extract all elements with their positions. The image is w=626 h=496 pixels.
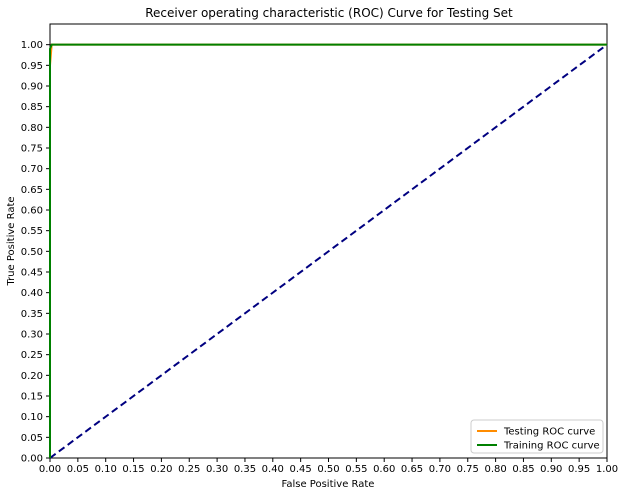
x-tick-label: 0.85: [512, 464, 534, 475]
y-tick-label: 0.15: [21, 392, 43, 403]
y-tick-label: 0.95: [21, 61, 43, 72]
x-tick-label: 0.40: [262, 464, 284, 475]
y-tick-label: 0.25: [21, 350, 43, 361]
y-tick-label: 0.50: [21, 247, 43, 258]
y-tick-label: 0.20: [21, 371, 43, 382]
training-roc-curve-line: [49, 43, 607, 458]
x-tick-label: 0.50: [317, 464, 339, 475]
plot-area: [49, 23, 608, 459]
x-tick-label: 0.45: [290, 464, 312, 475]
y-tick-label: 0.65: [21, 185, 43, 196]
x-axis-label: False Positive Rate: [282, 479, 375, 490]
legend-entry: Testing ROC curve: [503, 427, 595, 438]
y-tick-label: 0.05: [21, 433, 43, 444]
chart-title: Receiver operating characteristic (ROC) …: [145, 6, 513, 20]
y-tick-label: 0.45: [21, 268, 43, 279]
x-tick-label: 0.05: [67, 464, 89, 475]
x-tick-label: 0.35: [234, 464, 256, 475]
legend: Testing ROC curve Training ROC curve: [470, 419, 604, 454]
chance-diagonal-line: [49, 43, 608, 459]
x-tick-label: 0.15: [122, 464, 144, 475]
x-tick-label: 0.55: [345, 464, 367, 475]
x-tick-label: 0.90: [540, 464, 562, 475]
y-tick-label: 0.55: [21, 226, 43, 237]
x-tick-label: 0.75: [457, 464, 479, 475]
y-tick-label: 0.40: [21, 288, 43, 299]
x-tick-label: 0.60: [373, 464, 395, 475]
y-tick-label: 0.90: [21, 82, 43, 93]
x-tick-label: 0.70: [429, 464, 451, 475]
x-tick-label: 0.10: [95, 464, 117, 475]
x-tick-label: 1.00: [596, 464, 618, 475]
y-tick-label: 1.00: [21, 40, 43, 51]
y-axis: 0.00 0.05 0.10 0.15 0.20 0.25 0.30 0.35 0.40 0.45…: [21, 40, 50, 465]
x-tick-label: 0.30: [206, 464, 228, 475]
x-tick-label: 0.65: [401, 464, 423, 475]
plot-frame: [49, 23, 608, 459]
legend-box: [470, 419, 604, 454]
x-tick-label: 0.20: [150, 464, 172, 475]
x-tick-label: 0.00: [39, 464, 61, 475]
y-tick-label: 0.60: [21, 206, 43, 217]
legend-entry: Training ROC curve: [503, 441, 600, 452]
series-layer: [49, 43, 608, 459]
y-tick-label: 0.10: [21, 412, 43, 423]
x-tick-label: 0.95: [568, 464, 590, 475]
y-axis-label: True Positive Rate: [6, 196, 17, 286]
y-tick-label: 0.75: [21, 144, 43, 155]
y-tick-label: 0.00: [21, 454, 43, 465]
y-tick-label: 0.35: [21, 309, 43, 320]
x-axis: 0.00 0.05 0.10 0.15 0.20 0.25 0.30 0.35 0.40 0.45…: [39, 458, 618, 475]
x-tick-label: 0.25: [178, 464, 200, 475]
y-tick-label: 0.70: [21, 164, 43, 175]
y-tick-label: 0.85: [21, 102, 43, 113]
x-tick-label: 0.80: [484, 464, 506, 475]
y-tick-label: 0.80: [21, 123, 43, 134]
y-tick-label: 0.30: [21, 330, 43, 341]
